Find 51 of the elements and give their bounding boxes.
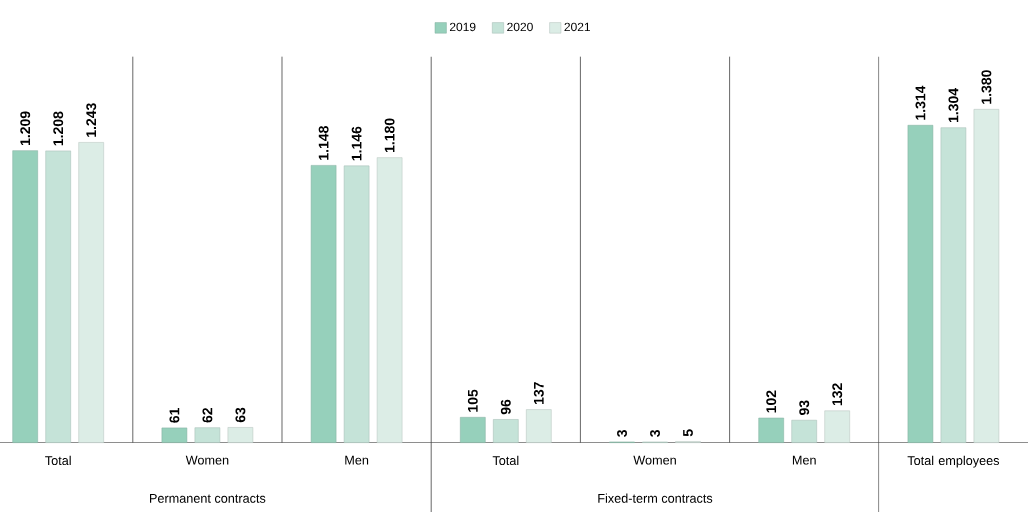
data-label: 105 [467,389,478,412]
data-label: 5 [683,429,693,437]
bar [493,419,519,443]
x-tick-label: Women [185,455,229,465]
bar [343,165,370,443]
bar [12,150,38,443]
x-tick-label: Total employees [907,455,1000,468]
data-label: 1.380 [981,70,992,104]
bar [791,419,817,443]
data-label: 1.314 [915,85,926,120]
data-label: 132 [832,383,843,406]
bar [227,427,254,443]
data-label: 93 [799,400,810,416]
bar [460,417,486,443]
bar [376,157,403,443]
bar [758,417,784,443]
bar [824,410,850,443]
data-label: 62 [202,407,213,423]
x-tick-label: Total [492,455,519,466]
legend-label: 2020 [507,22,533,32]
data-label: 102 [766,390,777,413]
data-label: 1.180 [384,118,395,153]
legend-label: 2019 [449,22,476,32]
bar [973,109,1000,443]
bar [940,127,967,443]
bar [907,125,934,443]
x-tick-label: Men [792,455,816,465]
data-label: 137 [533,382,544,404]
bar [78,142,104,443]
data-label: 1.148 [318,126,329,160]
data-label: 3 [650,429,660,437]
data-label: 96 [500,399,511,415]
data-label: 1.208 [53,111,64,146]
data-label: 1.209 [20,111,31,146]
data-label: 1.304 [948,88,959,123]
legend-label: 2021 [564,22,590,32]
x-tick-label: Men [345,455,369,465]
bar [310,165,337,443]
bar [526,409,552,443]
bar [45,150,71,443]
data-label: 63 [235,407,246,423]
bar [194,427,221,443]
text: Fixed-term contracts [598,493,713,503]
data-label: 1.146 [351,126,362,161]
data-label: 3 [617,429,627,437]
x-tick-label: Women [633,455,676,465]
x-tick-label: Total [45,455,71,466]
data-label: 1.243 [86,103,97,137]
bar [161,427,188,443]
text: Permanent contracts [150,493,266,503]
data-label: 61 [169,408,180,423]
